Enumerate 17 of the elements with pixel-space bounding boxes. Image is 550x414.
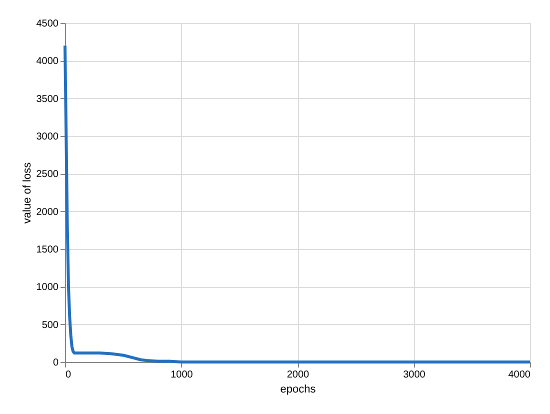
y-tick-label: 0 [52,358,59,368]
x-tick-label: 0 [66,370,72,380]
y-tick-label: 2500 [36,169,59,180]
y-tick-label: 500 [42,320,59,331]
y-axis-title: value of loss [21,162,34,224]
x-axis-title: epochs [280,384,316,396]
y-tick-label: 4000 [36,56,59,68]
y-tick-label: 4500 [36,18,59,30]
y-tick-label: 3000 [36,132,59,142]
x-tick-label: 1000 [170,370,194,380]
y-tick-label: 3500 [36,94,59,105]
y-tick-label: 2000 [36,206,59,218]
x-tick-label: 3000 [403,370,426,380]
x-tick-label: 4000 [508,370,531,380]
y-tick-label: 1500 [36,244,59,256]
x-tick-label: 2000 [286,370,310,380]
y-tick-label: 1000 [36,282,59,294]
